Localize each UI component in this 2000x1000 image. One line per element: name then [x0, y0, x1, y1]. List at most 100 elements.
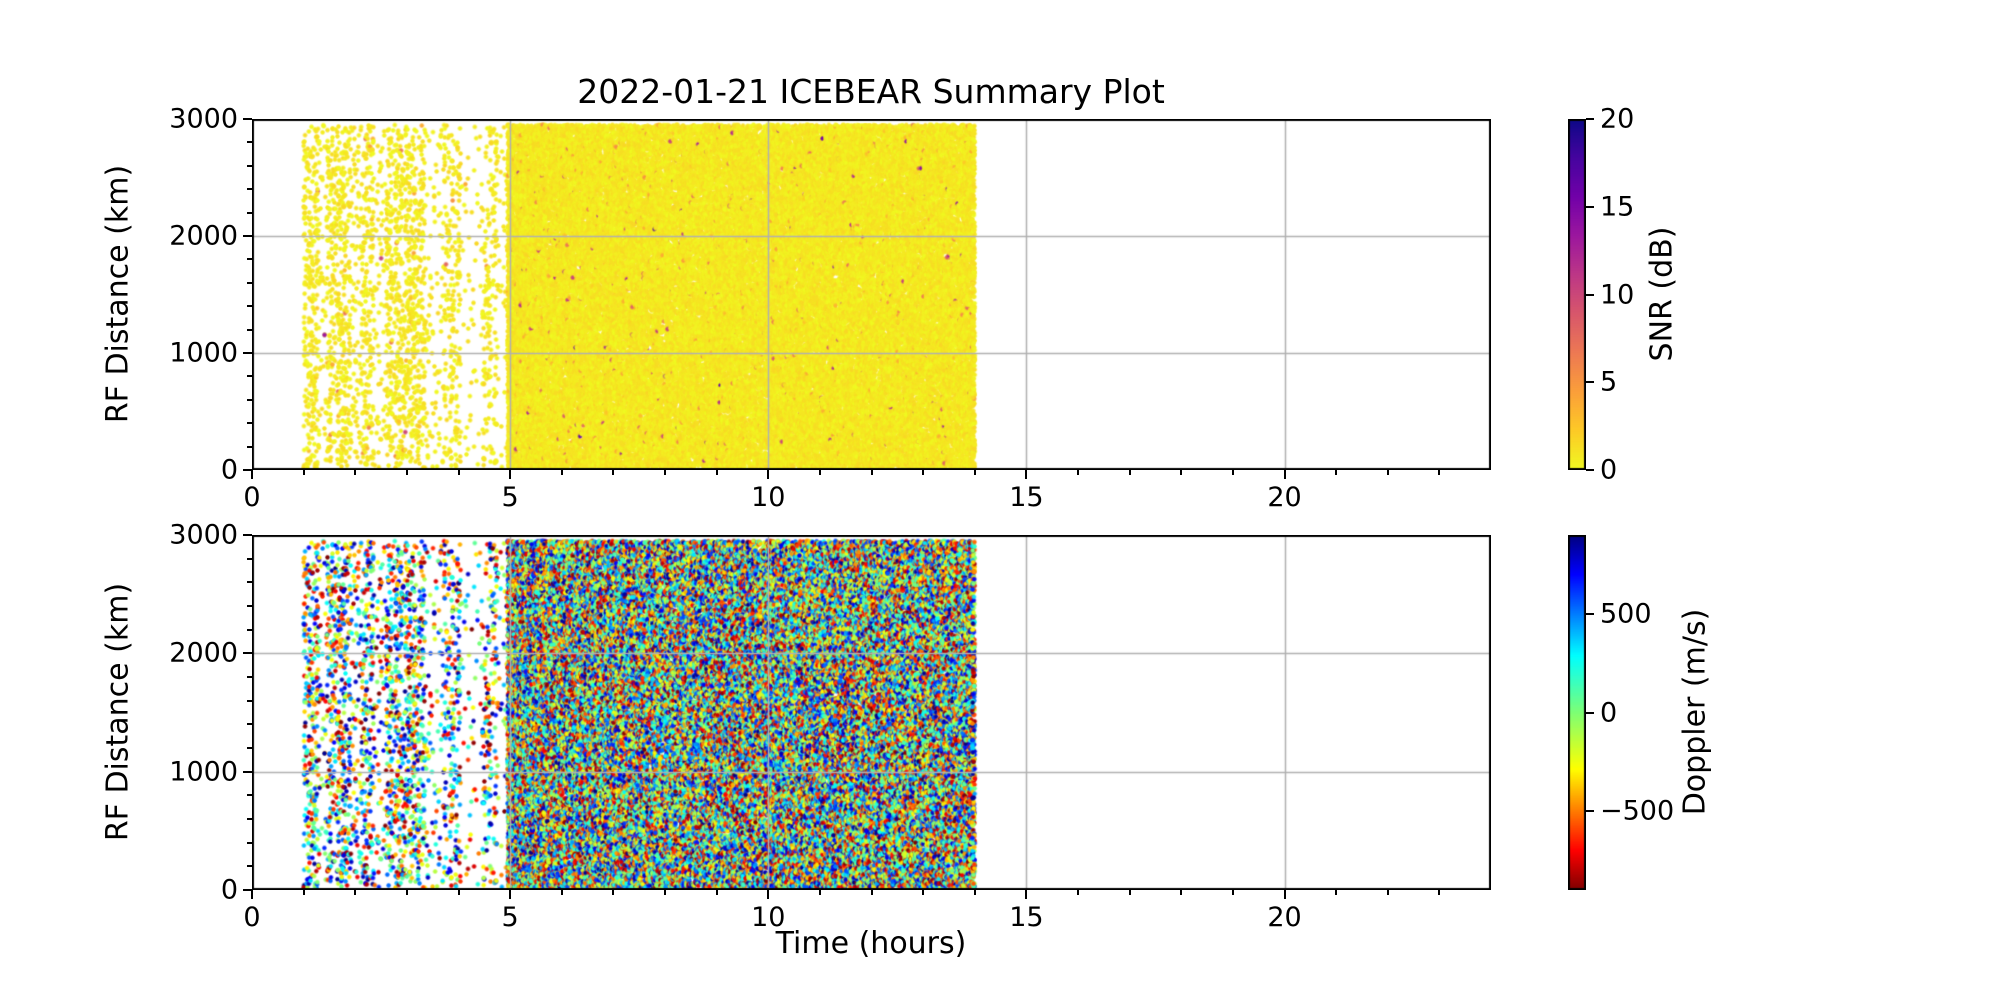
colorbar-tick	[1586, 381, 1594, 384]
y-minor-tick	[247, 164, 252, 167]
y-minor-tick	[247, 375, 252, 378]
plot-title: 2022-01-21 ICEBEAR Summary Plot	[577, 72, 1165, 111]
colorbar-tick-label: 5	[1600, 366, 1618, 398]
y-minor-tick	[247, 258, 252, 261]
colorbar-tick	[1586, 205, 1594, 208]
x-tick-label: 5	[501, 482, 519, 513]
x-minor-tick	[1335, 470, 1338, 475]
y-minor-tick	[247, 818, 252, 820]
y-minor-tick	[247, 699, 252, 702]
x-minor-tick	[818, 470, 821, 475]
x-minor-tick	[715, 890, 718, 895]
x-tick-label: 10	[751, 482, 786, 513]
x-minor-tick	[1180, 470, 1183, 475]
x-minor-tick	[973, 890, 976, 895]
y-minor-tick	[247, 398, 252, 401]
x-minor-tick	[354, 470, 357, 475]
colorbar-tick	[1586, 711, 1594, 714]
colorbar-tick-label: 0	[1600, 697, 1618, 728]
y-tick-label: 3000	[169, 519, 238, 551]
colorbar-tick	[1586, 612, 1594, 615]
x-tick	[767, 470, 770, 479]
x-tick	[1283, 470, 1286, 479]
colorbar-tick-label: 20	[1600, 103, 1635, 135]
x-minor-tick	[612, 890, 615, 895]
x-minor-tick	[973, 470, 976, 475]
x-minor-tick	[818, 890, 821, 895]
doppler-scatter-canvas	[252, 535, 1491, 890]
y-minor-tick	[247, 605, 252, 607]
y-minor-tick	[247, 841, 252, 844]
x-tick	[767, 890, 770, 899]
snr-colorbar-label: SNR (dB)	[1644, 226, 1680, 362]
y-tick	[243, 469, 252, 471]
x-minor-tick	[1438, 890, 1441, 895]
x-tick-label: 20	[1267, 902, 1302, 933]
y-tick-label: 2000	[169, 220, 238, 252]
colorbar-tick	[1586, 293, 1594, 296]
x-minor-tick	[1077, 890, 1079, 895]
doppler-panel: 0 5 10 15 20 0 1000 2000 3000	[169, 522, 1491, 931]
y-minor-tick	[247, 581, 252, 584]
x-minor-tick	[1335, 890, 1338, 895]
y-tick-label: 2000	[169, 637, 238, 669]
x-minor-tick	[560, 470, 563, 475]
x-tick-label: 15	[1009, 902, 1044, 933]
x-minor-tick	[1128, 890, 1131, 895]
y-minor-tick	[247, 676, 252, 678]
x-tick	[509, 890, 512, 899]
doppler-colorbar: −500 0 500	[1568, 535, 1674, 890]
x-tick-label: 5	[501, 902, 519, 933]
y-tick-label: 0	[220, 874, 238, 906]
y-minor-tick	[247, 445, 252, 448]
x-minor-tick	[1386, 890, 1389, 895]
colorbar-tick-label: 500	[1600, 598, 1652, 630]
x-tick-label: 0	[243, 902, 261, 933]
y-minor-tick	[247, 188, 252, 191]
y-minor-tick	[247, 141, 252, 144]
x-minor-tick	[922, 470, 925, 475]
y-minor-tick	[247, 557, 252, 560]
y-tick	[243, 534, 252, 536]
x-minor-tick	[664, 470, 666, 475]
doppler-y-axis-label: RF Distance (km)	[100, 582, 136, 842]
x-minor-tick	[354, 890, 357, 895]
x-tick	[509, 470, 512, 479]
x-tick-label: 0	[243, 482, 261, 513]
x-tick	[1025, 890, 1028, 899]
y-minor-tick	[247, 305, 252, 308]
x-tick-label: 10	[751, 902, 786, 933]
x-minor-tick	[612, 470, 615, 475]
snr-colorbar: 0 5 10 15 20	[1568, 106, 1634, 484]
x-minor-tick	[302, 470, 305, 475]
x-tick-label: 20	[1267, 482, 1302, 513]
x-tick	[1025, 470, 1028, 479]
y-tick	[243, 352, 252, 354]
y-minor-tick	[247, 723, 252, 726]
x-minor-tick	[1128, 470, 1131, 475]
colorbar-tick	[1586, 810, 1594, 813]
x-minor-tick	[870, 470, 873, 475]
y-minor-tick	[247, 794, 252, 797]
snr-colorbar-canvas	[1568, 119, 1586, 470]
x-minor-tick	[405, 470, 408, 475]
colorbar-tick-label: 10	[1600, 279, 1635, 310]
x-minor-tick	[457, 470, 460, 475]
x-minor-tick	[1180, 890, 1183, 895]
x-minor-tick	[302, 890, 305, 895]
x-minor-tick	[457, 890, 460, 895]
y-tick-label: 0	[220, 454, 238, 486]
y-minor-tick	[247, 281, 252, 284]
x-minor-tick	[1386, 470, 1389, 475]
y-tick	[243, 118, 252, 120]
x-tick	[251, 890, 253, 899]
x-tick	[1283, 890, 1286, 899]
x-tick-label: 15	[1009, 482, 1044, 513]
y-minor-tick	[247, 865, 252, 868]
y-minor-tick	[247, 328, 252, 331]
x-minor-tick	[870, 890, 873, 895]
y-tick	[243, 235, 252, 237]
y-tick	[243, 652, 252, 655]
x-minor-tick	[560, 890, 563, 895]
colorbar-tick-label: 15	[1600, 191, 1635, 223]
